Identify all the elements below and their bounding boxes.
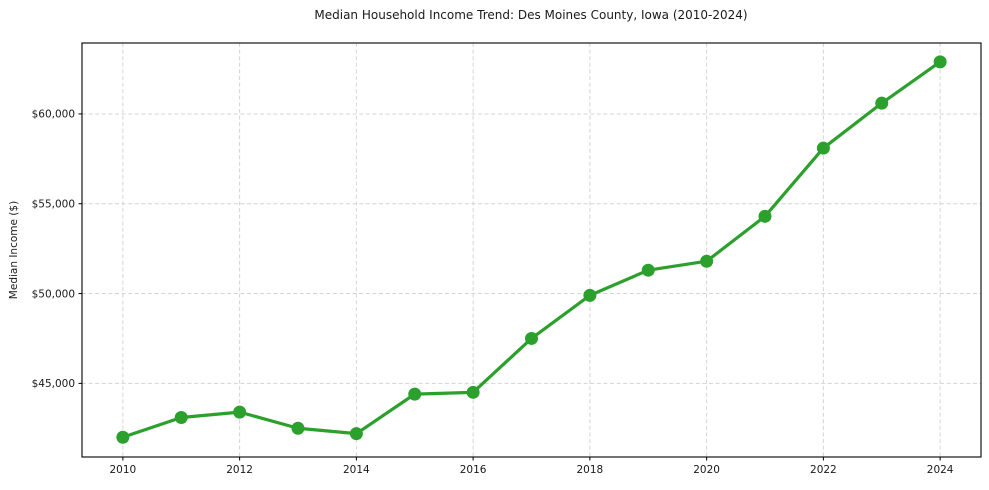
data-point-2019 bbox=[641, 263, 655, 277]
y-tick-label-55000: $55,000 bbox=[32, 198, 75, 210]
plot-border bbox=[81, 42, 982, 458]
y-tick-label-50000: $50,000 bbox=[32, 288, 75, 300]
x-tick-label-2016: 2016 bbox=[460, 464, 487, 476]
data-point-2011 bbox=[174, 410, 188, 424]
data-point-2021 bbox=[758, 209, 772, 223]
data-point-2020 bbox=[700, 254, 714, 268]
x-tick-label-2020: 2020 bbox=[693, 464, 720, 476]
data-point-2023 bbox=[875, 96, 889, 110]
data-point-2015 bbox=[408, 387, 422, 401]
y-tick-label-60000: $60,000 bbox=[32, 109, 75, 121]
x-tick-label-2022: 2022 bbox=[810, 464, 837, 476]
x-tick-label-2018: 2018 bbox=[577, 464, 604, 476]
data-point-2017 bbox=[525, 331, 538, 345]
data-point-2012 bbox=[233, 405, 247, 419]
trend-line bbox=[121, 60, 942, 439]
x-tick-label-2010: 2010 bbox=[109, 464, 136, 476]
x-tick-label-2014: 2014 bbox=[343, 464, 370, 476]
data-point-2010 bbox=[116, 430, 130, 444]
x-tick-label-2012: 2012 bbox=[226, 464, 253, 476]
data-point-2013 bbox=[291, 421, 305, 435]
data-point-2018 bbox=[583, 288, 597, 302]
y-tick-label-45000: $45,000 bbox=[32, 378, 75, 390]
data-point-2014 bbox=[349, 427, 363, 441]
x-tick-label-2024: 2024 bbox=[927, 464, 954, 476]
data-point-2016 bbox=[466, 385, 480, 399]
data-point-2024 bbox=[933, 55, 947, 69]
y-axis-label: Median Income ($) bbox=[8, 200, 20, 300]
chart-title: Median Household Income Trend: Des Moine… bbox=[314, 8, 748, 22]
data-point-2022 bbox=[816, 141, 830, 155]
